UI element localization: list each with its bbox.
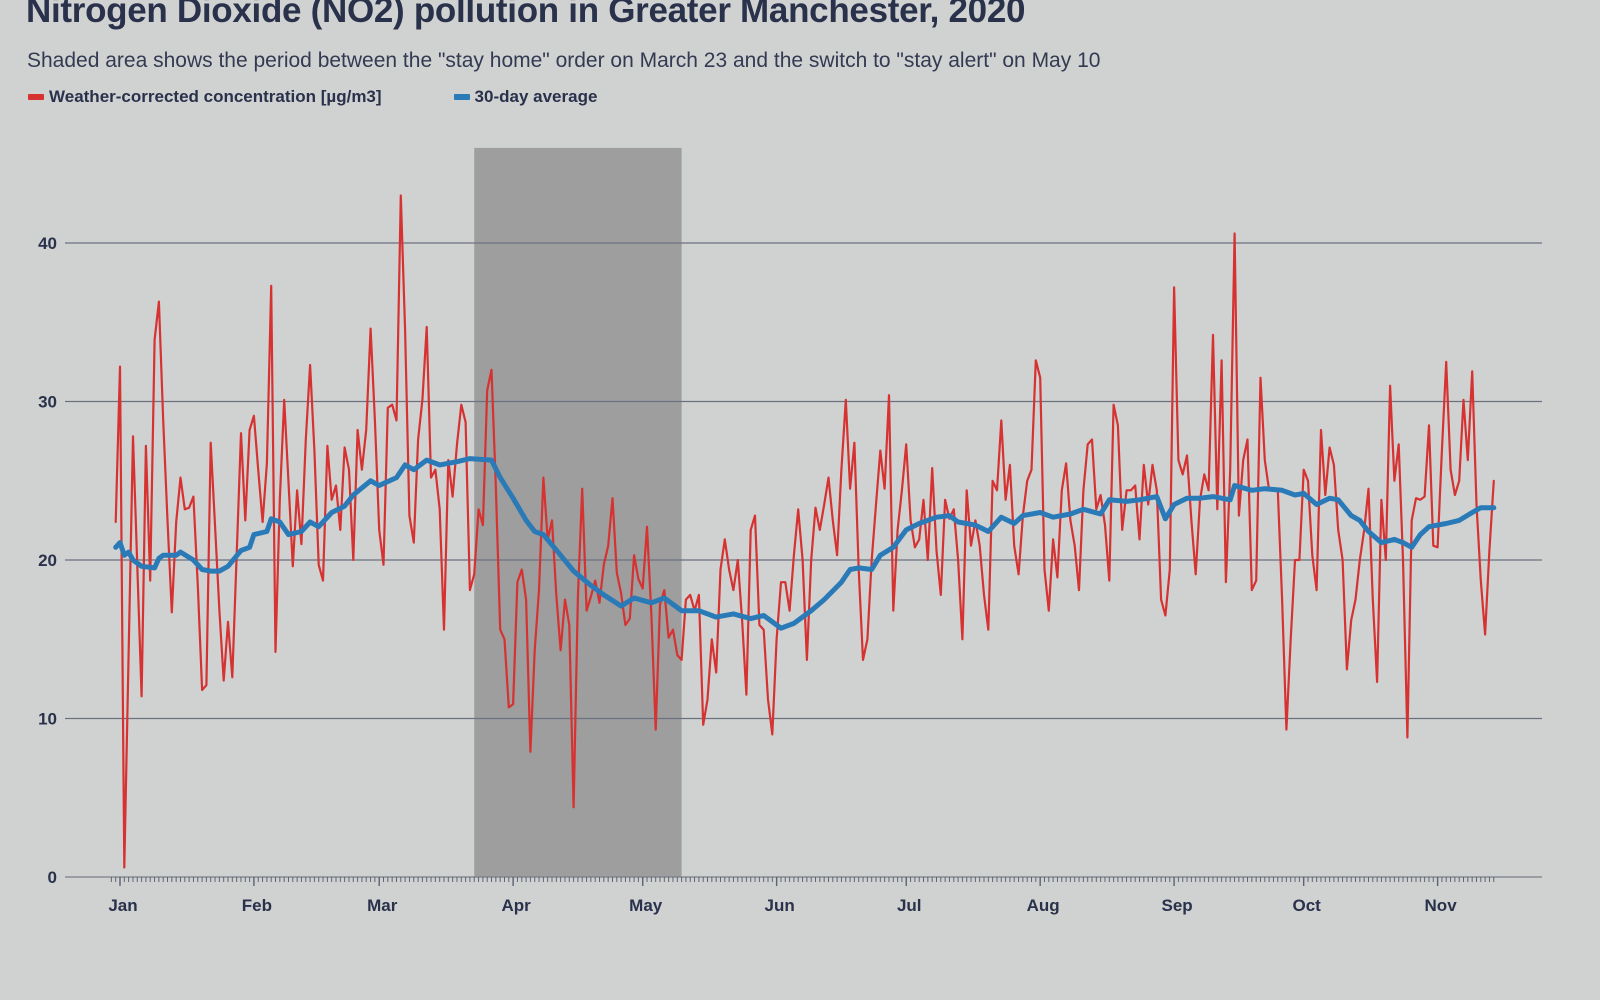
- lockdown-shaded-area: [474, 147, 682, 877]
- legend-label: Weather-corrected concentration [µg/m3]: [49, 87, 382, 106]
- x-tick-label: Nov: [1425, 896, 1458, 915]
- x-tick-label: Jul: [897, 896, 922, 915]
- legend-label: 30-day average: [474, 87, 598, 106]
- chart-subtitle: Shaded area shows the period between the…: [27, 49, 1101, 72]
- concentration-line: [114, 194, 1495, 869]
- legend-item-concentration: Weather-corrected concentration [µg/m3]: [28, 87, 382, 107]
- y-tick-label: 40: [38, 234, 57, 253]
- legend-item-average: 30-day average: [453, 87, 598, 107]
- legend: Weather-corrected concentration [µg/m3] …: [28, 87, 669, 107]
- x-tick-label: Jan: [108, 896, 137, 915]
- x-tick-label: Aug: [1027, 896, 1060, 915]
- chart-title: Nitrogen Dioxide (NO2) pollution in Grea…: [26, 0, 1026, 30]
- x-tick-label: Sep: [1161, 896, 1192, 915]
- x-tick-label: Mar: [367, 896, 398, 915]
- x-tick-label: Jun: [765, 896, 795, 915]
- x-tick-label: Feb: [242, 896, 272, 915]
- y-tick-label: 10: [38, 710, 57, 729]
- y-tick-label: 20: [38, 551, 57, 570]
- y-tick-label: 0: [48, 868, 57, 887]
- legend-swatch-blue: [453, 94, 470, 100]
- x-tick-label: Apr: [501, 896, 531, 915]
- x-tick-label: May: [629, 896, 663, 915]
- y-tick-label: 30: [38, 393, 57, 412]
- x-tick-label: Oct: [1293, 896, 1322, 915]
- legend-swatch-red: [28, 94, 44, 100]
- average-line: [113, 456, 1497, 631]
